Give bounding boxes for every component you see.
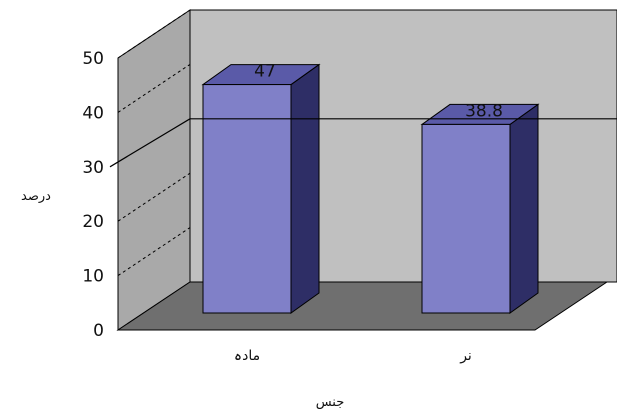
bar-front <box>202 84 292 314</box>
y-tick-label: 0 <box>93 321 104 341</box>
bar: 47 <box>201 62 321 314</box>
x-category-label: مادہ <box>234 348 260 364</box>
x-categories: مادہ نر <box>234 348 472 364</box>
y-tick-label: 50 <box>82 49 104 69</box>
data-label: 47 <box>254 62 276 82</box>
side-wall <box>117 9 191 331</box>
x-category-label: نر <box>459 348 472 364</box>
reference-line-30 <box>109 118 191 168</box>
y-tick-label: 10 <box>82 267 104 287</box>
x-axis-title: جنس <box>316 395 345 410</box>
bars: 47 38.8 <box>201 62 540 314</box>
bar-side <box>509 103 539 314</box>
y-gridline-depth <box>117 227 191 277</box>
y-gridline-depth <box>117 172 191 222</box>
y-gridline-depth <box>117 9 191 59</box>
y-tick-label: 20 <box>82 212 104 232</box>
y-tick-label: 40 <box>82 103 104 123</box>
y-tick-label: 30 <box>82 158 104 178</box>
y-axis-title: درصد <box>21 189 51 204</box>
data-label: 38.8 <box>465 101 503 121</box>
bar-front <box>421 123 511 314</box>
floor <box>116 281 617 331</box>
y-ticks: 0 10 20 30 40 50 <box>82 9 191 341</box>
y-gridline-depth <box>117 63 191 113</box>
bar: 38.8 <box>420 101 540 314</box>
bar-side <box>290 63 320 314</box>
